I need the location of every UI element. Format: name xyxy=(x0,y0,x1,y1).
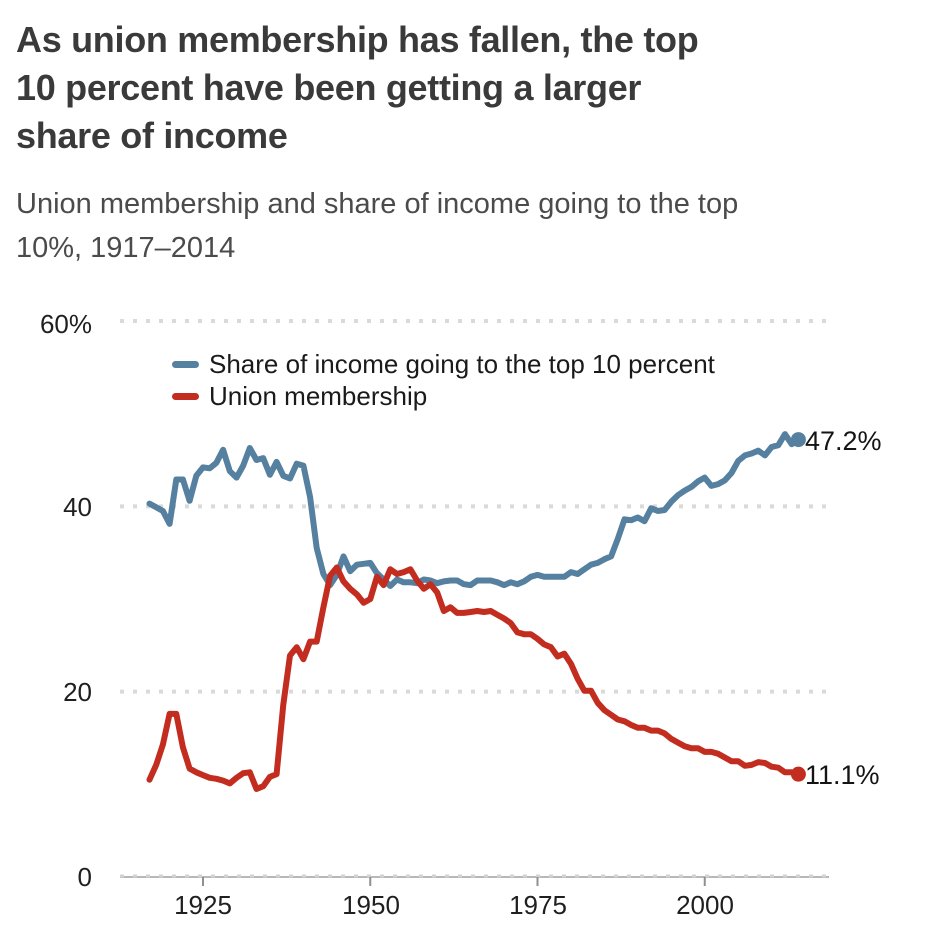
y-axis-label-40: 40 xyxy=(63,492,92,522)
x-axis-label-1950: 1950 xyxy=(342,890,400,920)
legend-label-union-membership: Union membership xyxy=(209,380,428,411)
y-axis-label-60: 60% xyxy=(39,309,92,339)
end-value-label-income-share: 47.2% xyxy=(805,426,882,456)
page-title-line-3: share of income xyxy=(16,115,288,156)
page-title: As union membership has fallen, the top … xyxy=(16,16,896,160)
legend-label-income-share: Share of income going to the top 10 perc… xyxy=(209,348,715,379)
y-axis-label-0: 0 xyxy=(77,862,92,892)
y-axis-label-20: 20 xyxy=(63,677,92,707)
income-line-swatch-icon xyxy=(172,360,199,368)
end-value-label-union-membership: 11.1% xyxy=(805,760,880,790)
chart-subtitle-line-2: 10%, 1917–2014 xyxy=(16,232,236,264)
data-line-income xyxy=(146,431,802,589)
end-dot-union xyxy=(790,766,806,782)
end-dot-income xyxy=(790,432,806,448)
x-axis-label-2000: 2000 xyxy=(676,890,734,920)
legend-item-income-share: Share of income going to the top 10 perc… xyxy=(172,349,715,379)
page-title-line-1: As union membership has fallen, the top xyxy=(16,19,699,60)
x-axis-label-1925: 1925 xyxy=(174,890,232,920)
page-title-line-2: 10 percent have been getting a larger xyxy=(16,67,642,108)
chart-subtitle-line-1: Union membership and share of income goi… xyxy=(16,188,739,220)
chart-subtitle: Union membership and share of income goi… xyxy=(16,182,896,270)
legend-item-union-membership: Union membership xyxy=(172,381,427,411)
union-line-swatch-icon xyxy=(172,392,199,400)
x-axis-label-1975: 1975 xyxy=(509,890,567,920)
data-line-union xyxy=(146,564,802,792)
